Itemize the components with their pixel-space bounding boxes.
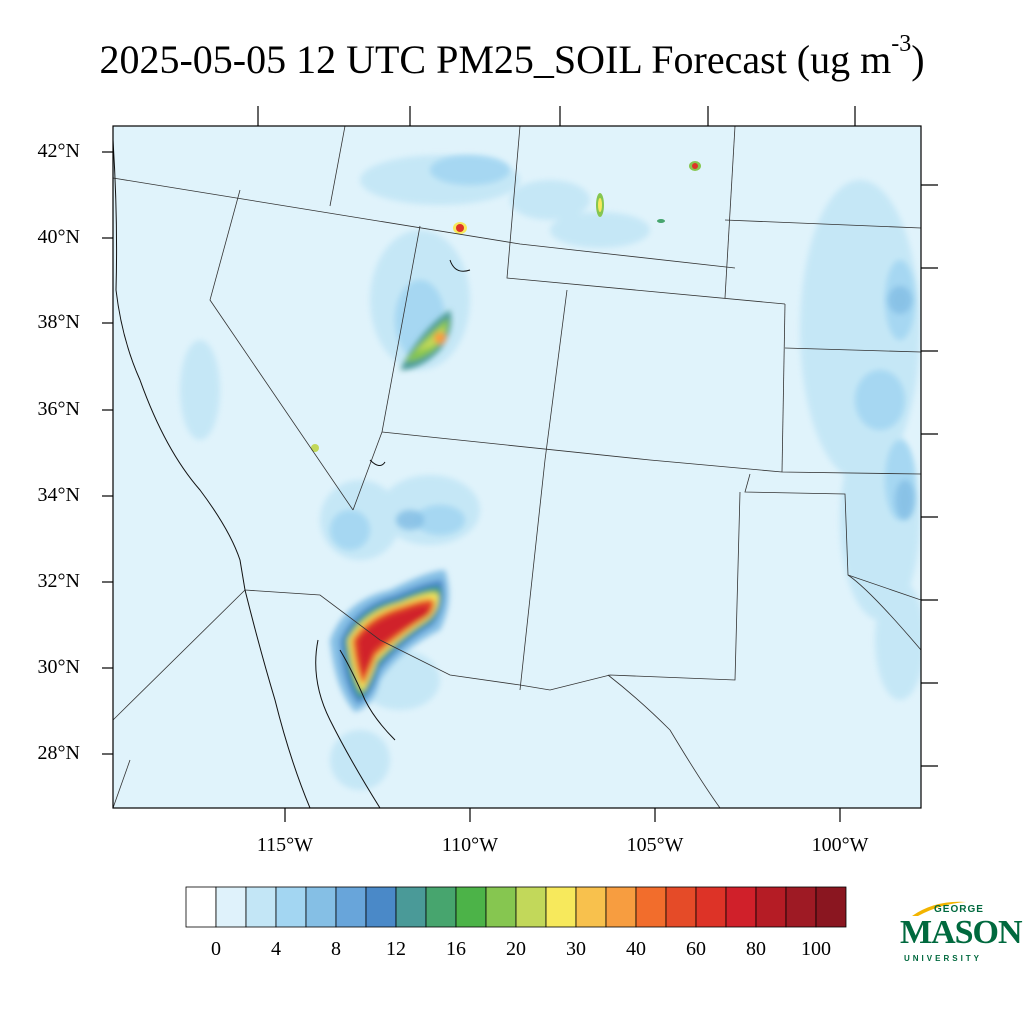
colorbar-swatch — [545, 886, 577, 928]
lon-label-110: 110°W — [441, 834, 499, 856]
colorbar-swatch — [725, 886, 757, 928]
colorbar-label: 60 — [686, 938, 706, 960]
colorbar-swatch — [755, 886, 787, 928]
colorbar-label: 0 — [211, 938, 221, 960]
colorbar-label: 30 — [566, 938, 586, 960]
lon-label-115: 115°W — [256, 834, 314, 856]
title-superscript: -3 — [891, 31, 912, 57]
chart-title: 2025-05-05 12 UTC PM25_SOIL Forecast (ug… — [0, 30, 1024, 90]
coastlines — [113, 139, 471, 808]
lat-label-42: 42°N — [37, 140, 80, 162]
colorbar-swatch — [785, 886, 817, 928]
colorbar-label: 4 — [271, 938, 281, 960]
colorbar-swatch — [365, 886, 397, 928]
colorbar-swatch — [215, 886, 247, 928]
colorbar-label: 80 — [746, 938, 766, 960]
forecast-field — [180, 155, 921, 790]
title-closing: ) — [911, 37, 925, 82]
title-text: 2025-05-05 12 UTC PM25_SOIL Forecast (ug… — [99, 37, 892, 82]
logo-university: UNIVERSITY — [904, 954, 983, 963]
colorbar-swatch — [335, 886, 367, 928]
state-boundaries — [113, 126, 921, 808]
logo-george: GEORGE — [934, 904, 984, 915]
lat-label-40: 40°N — [37, 226, 80, 248]
colorbar-swatch — [245, 886, 277, 928]
lat-label-34: 34°N — [37, 484, 80, 506]
colorbar-swatch — [575, 886, 607, 928]
colorbar-swatch — [275, 886, 307, 928]
colorbar-swatch — [665, 886, 697, 928]
colorbar-label: 12 — [386, 938, 406, 960]
colorbar-swatch — [395, 886, 427, 928]
lat-label-32: 32°N — [37, 570, 80, 592]
colorbar-label: 20 — [506, 938, 526, 960]
colorbar-swatch — [815, 886, 847, 928]
lon-label-105: 105°W — [626, 834, 684, 856]
logo-mason: MASON — [900, 914, 1023, 951]
colorbar-swatch — [635, 886, 667, 928]
logo-swoosh-icon — [912, 901, 966, 916]
colorbar-label: 16 — [446, 938, 466, 960]
axis-ticks — [102, 106, 938, 822]
lon-label-100: 100°W — [811, 834, 869, 856]
colorbar-label: 40 — [626, 938, 646, 960]
map-frame — [112, 125, 922, 809]
map-background — [113, 126, 921, 808]
colorbar — [185, 886, 847, 928]
lat-label-36: 36°N — [37, 398, 80, 420]
colorbar-swatch — [515, 886, 547, 928]
colorbar-label: 100 — [801, 938, 831, 960]
colorbar-swatch — [605, 886, 637, 928]
colorbar-swatch — [305, 886, 337, 928]
colorbar-swatch — [185, 886, 217, 928]
colorbar-label: 8 — [331, 938, 341, 960]
lat-label-28: 28°N — [37, 742, 80, 764]
colorbar-swatch — [485, 886, 517, 928]
colorbar-swatch — [455, 886, 487, 928]
lat-label-38: 38°N — [37, 311, 80, 333]
colorbar-swatch — [695, 886, 727, 928]
gmu-logo: GEORGE MASON UNIVERSITY — [896, 898, 1023, 968]
colorbar-swatch — [425, 886, 457, 928]
lat-label-30: 30°N — [37, 656, 80, 678]
